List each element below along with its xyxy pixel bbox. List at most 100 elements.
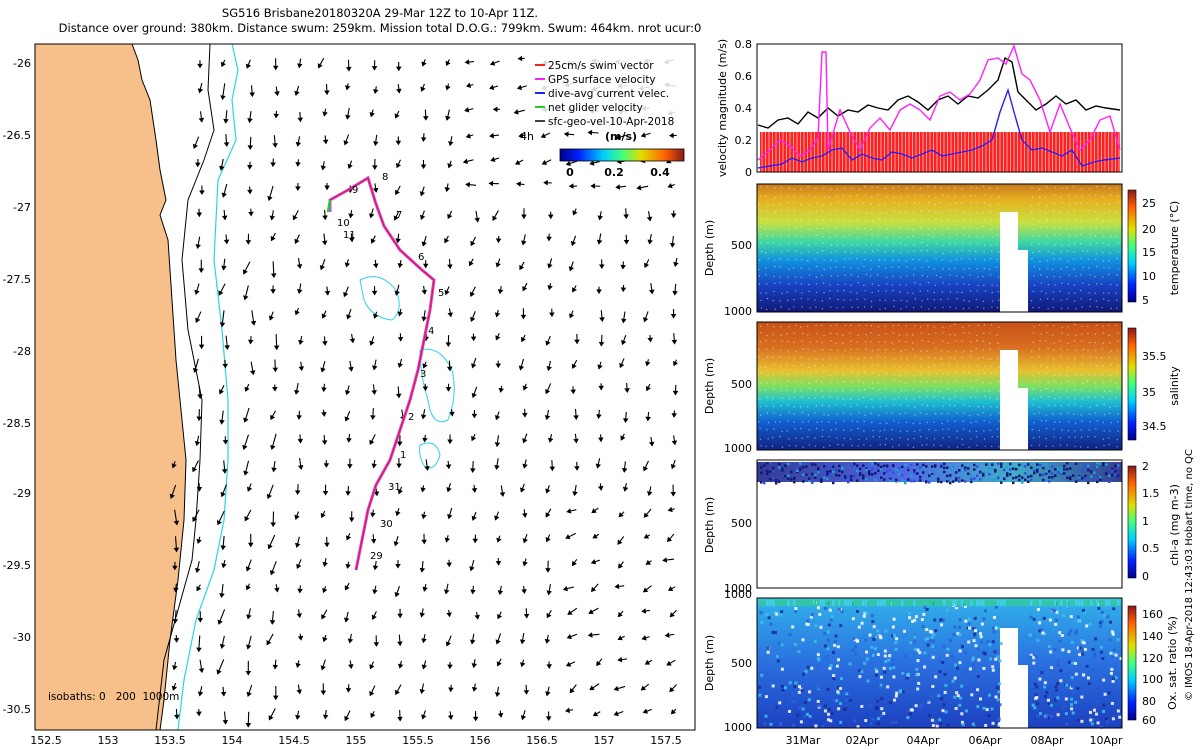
chla-sample — [973, 463, 976, 467]
sample-dot — [1033, 265, 1036, 268]
sample-dot — [799, 203, 802, 206]
current-vector-arrow — [647, 334, 653, 343]
current-vector-arrow — [613, 710, 624, 717]
sample-dot — [799, 226, 802, 228]
current-vector-arrow — [494, 435, 501, 448]
velocity-bar-stripes — [761, 132, 1120, 172]
sample-dot — [990, 250, 993, 252]
current-vector-arrow — [199, 185, 205, 196]
sample-dot — [1066, 250, 1068, 252]
sample-dot — [982, 340, 985, 342]
sample-dot — [816, 227, 818, 230]
sample-dot — [1101, 347, 1104, 350]
oxygen-surface-sample — [841, 600, 844, 606]
oxygen-sample — [1050, 714, 1054, 718]
oxygen-sample — [1058, 639, 1062, 643]
oxygen-sample — [1038, 621, 1042, 625]
sample-dot — [905, 201, 908, 204]
sample-dot — [955, 390, 958, 393]
oxygen-sample — [879, 675, 883, 679]
oxygen-sample — [853, 719, 857, 723]
sample-dot — [1087, 202, 1089, 204]
sample-dot — [795, 227, 798, 229]
current-vector-arrow — [544, 409, 551, 421]
chl-ytick: 500 — [731, 517, 752, 530]
sample-dot — [963, 331, 965, 334]
oxygen-sample — [956, 632, 960, 636]
sample-dot — [1115, 187, 1118, 189]
sample-dot — [849, 405, 852, 408]
oxygen-sample — [913, 647, 917, 651]
oxygen-sample — [1046, 698, 1050, 702]
oxygen-sample — [1032, 656, 1036, 660]
sample-dot — [1032, 218, 1035, 220]
sample-dot — [998, 445, 1000, 448]
sample-dot — [949, 210, 951, 212]
oxygen-sample — [1070, 703, 1074, 707]
current-vector-arrow — [497, 611, 503, 620]
sample-dot — [991, 436, 993, 438]
chla-sample — [1066, 476, 1069, 480]
chla-sample — [805, 473, 808, 477]
oxygen-sample — [1065, 683, 1069, 687]
sample-dot — [893, 210, 895, 212]
oxygen-sample — [808, 690, 812, 694]
chla-sample — [1081, 468, 1084, 472]
plot-title: SG516 Brisbane20180320A 29-Mar 12Z to 10… — [0, 6, 760, 36]
sample-dot — [856, 341, 858, 343]
current-vector-arrow — [645, 383, 651, 392]
sample-dot — [786, 389, 788, 391]
sample-dot — [970, 438, 972, 440]
current-vector-arrow — [520, 308, 527, 320]
current-vector-arrow — [449, 409, 455, 417]
current-vector-arrow — [195, 236, 201, 249]
oxygen-sample — [931, 644, 935, 648]
sample-dot — [928, 202, 930, 204]
lon-tick: 156.5 — [526, 734, 558, 747]
sample-dot — [850, 371, 853, 374]
oxygen-sample — [894, 694, 898, 698]
oxygen-sample — [926, 637, 930, 641]
sample-dot — [1038, 356, 1040, 358]
sample-dot — [1115, 382, 1117, 385]
oxygen-sample — [921, 624, 925, 628]
current-vector-arrow — [422, 260, 429, 269]
oxygen-surface-sample — [907, 600, 910, 606]
sample-dot — [975, 347, 978, 350]
sample-dot — [998, 390, 1000, 392]
chla-sample — [808, 479, 811, 482]
sample-dot — [1094, 275, 1096, 278]
current-vector-arrow — [445, 635, 452, 647]
sample-dot — [884, 251, 887, 253]
sample-dot — [989, 348, 991, 350]
oxygen-sample — [1069, 629, 1073, 633]
sample-dot — [989, 187, 991, 189]
sample-dot — [974, 195, 977, 197]
current-vector-arrow — [545, 686, 551, 697]
day-label: 3 — [420, 369, 426, 380]
oxygen-sample — [1054, 622, 1058, 626]
current-vector-arrow — [673, 257, 679, 267]
chl-cbtick: 1 — [1142, 515, 1149, 528]
sample-dot — [941, 364, 944, 366]
sample-dot — [927, 366, 930, 368]
chla-sample — [907, 468, 910, 472]
oxygen-sample — [908, 616, 912, 620]
current-vector-arrow — [246, 608, 252, 620]
sample-dot — [935, 243, 937, 245]
day-label: 9 — [352, 185, 358, 196]
oxygen-sample — [886, 685, 890, 689]
oxygen-sample — [816, 686, 820, 690]
current-vector-arrow — [671, 333, 678, 345]
sample-dot — [794, 380, 796, 383]
sample-dot — [1032, 251, 1034, 254]
sample-dot — [863, 265, 865, 268]
oxygen-sample — [1071, 661, 1075, 665]
chla-sample — [958, 476, 961, 480]
sample-dot — [858, 389, 860, 391]
chla-sample — [862, 476, 865, 480]
oxygen-sample — [1038, 677, 1042, 681]
sample-dot — [996, 406, 998, 408]
temp-cbtick: 20 — [1142, 223, 1156, 236]
sample-dot — [849, 226, 851, 228]
